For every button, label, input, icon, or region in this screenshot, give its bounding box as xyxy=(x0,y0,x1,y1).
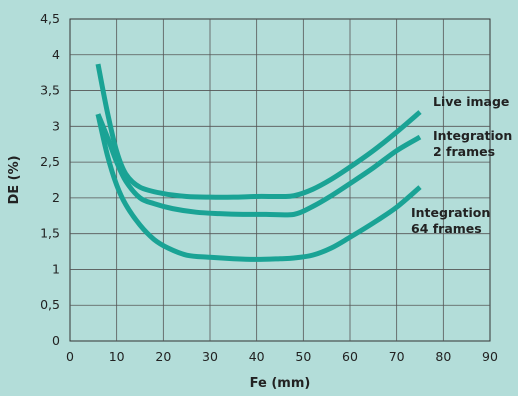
grid xyxy=(70,19,490,341)
series-line-live-image xyxy=(95,63,422,200)
y-tick-label: 4,5 xyxy=(40,11,60,26)
y-tick-label: 2 xyxy=(52,190,60,205)
series-label-integration-2-frames: Integration 2 frames xyxy=(433,128,512,159)
series-annotations: Live image Integration 2 frames Integration… xyxy=(411,94,512,236)
series-line-integration-64-frames xyxy=(95,113,422,262)
x-tick-label: 50 xyxy=(295,349,311,364)
series-line-integration-2-frames xyxy=(95,113,422,218)
x-tick-label: 20 xyxy=(155,349,171,364)
y-tick-label: 1,5 xyxy=(40,226,60,241)
series-label-integration-64-frames: Integration 64 frames xyxy=(411,205,490,236)
y-tick-label: 4 xyxy=(52,47,60,62)
x-tick-label: 40 xyxy=(249,349,265,364)
x-tick-label: 70 xyxy=(389,349,405,364)
x-tick-label: 0 xyxy=(66,349,74,364)
y-tick-label: 0,5 xyxy=(40,297,60,312)
y-tick-label: 2,5 xyxy=(40,154,60,169)
x-tick-label: 80 xyxy=(435,349,451,364)
y-tick-labels: 0 0,5 1 1,5 2 2,5 3 3,5 4 4,5 xyxy=(40,11,60,348)
x-tick-labels: 0 10 20 30 40 50 60 70 80 90 xyxy=(66,349,498,364)
series-label-live-image: Live image xyxy=(433,94,509,109)
x-tick-label: 60 xyxy=(342,349,358,364)
x-tick-label: 30 xyxy=(202,349,218,364)
y-tick-label: 3 xyxy=(52,118,60,133)
plot-area xyxy=(69,18,491,342)
x-tick-label: 90 xyxy=(482,349,498,364)
x-tick-label: 10 xyxy=(109,349,125,364)
y-axis-title: DE (%) xyxy=(7,155,22,204)
x-axis-title: Fe (mm) xyxy=(250,376,311,391)
y-tick-label: 0 xyxy=(52,333,60,348)
y-tick-label: 1 xyxy=(52,261,60,276)
series-lines xyxy=(95,63,422,262)
y-tick-label: 3,5 xyxy=(40,83,60,98)
